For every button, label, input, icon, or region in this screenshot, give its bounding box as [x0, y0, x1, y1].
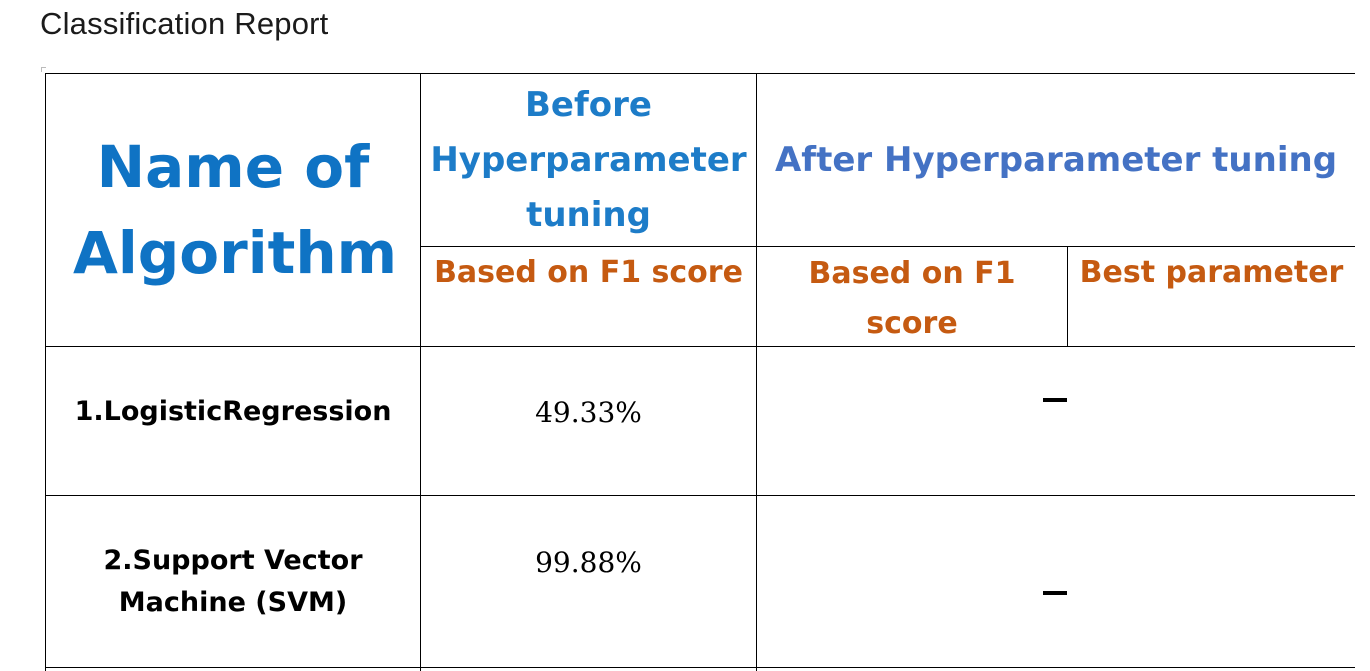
header-bottom-border [45, 346, 1355, 347]
header-subdivider [420, 246, 1355, 247]
header-before-f1: Based on F1 score [421, 247, 756, 299]
row-divider-2 [45, 667, 1355, 668]
row-1-algorithm-label: 1.LogisticRegression [74, 396, 392, 427]
header-after-label: After Hyperparameter tuning [774, 140, 1338, 180]
table-border-top [45, 73, 1355, 74]
header-algorithm-label: Name of Algorithm [73, 133, 398, 287]
header-before-label: Before Hyperparameter tuning [430, 84, 747, 235]
header-after-tuning: After Hyperparameter tuning [757, 74, 1355, 246]
row-1-algorithm: 1.LogisticRegression [46, 347, 420, 477]
table-border-left [45, 73, 46, 671]
row-2-after-f1-dash [1043, 591, 1067, 595]
row-1-before-f1: 49.33% [421, 347, 756, 477]
header-after-f1-label: Based on F1 score [808, 256, 1016, 341]
header-algorithm-name: Name of Algorithm [46, 74, 420, 346]
page-title: Classification Report [40, 6, 329, 41]
row-2-before-f1: 99.88% [421, 496, 756, 628]
table-anchor-mark [41, 67, 46, 72]
column-divider-2 [756, 73, 757, 671]
column-divider-1 [420, 73, 421, 671]
header-after-f1: Based on F1 score [757, 249, 1067, 346]
row-2-algorithm: 2.Support Vector Machine (SVM) [46, 496, 420, 667]
header-before-tuning: Before Hyperparameter tuning [421, 74, 756, 246]
row-1-after-f1-dash [1043, 398, 1067, 402]
row-2-before-f1-value: 99.88% [535, 545, 642, 579]
row-divider-1 [45, 495, 1355, 496]
header-best-parameter: Best parameter [1068, 247, 1355, 299]
header-best-parameter-label: Best parameter [1079, 255, 1344, 290]
column-divider-3 [1067, 247, 1068, 346]
row-1-before-f1-value: 49.33% [535, 395, 642, 429]
row-2-algorithm-label: 2.Support Vector Machine (SVM) [103, 544, 363, 618]
header-before-f1-label: Based on F1 score [434, 255, 743, 290]
